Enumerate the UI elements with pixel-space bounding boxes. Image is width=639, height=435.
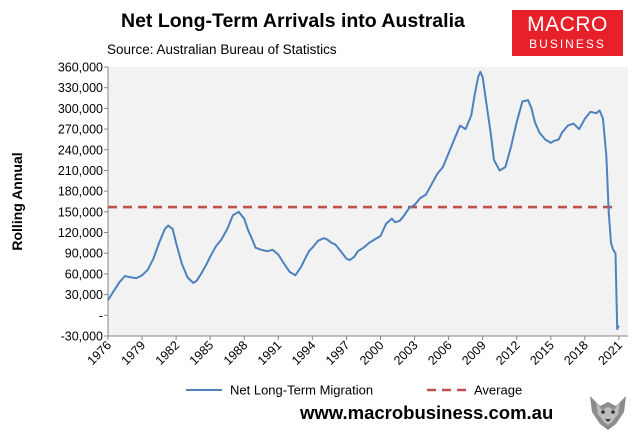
plot-area xyxy=(108,67,628,336)
y-tick-label: 210,000 xyxy=(58,164,103,178)
y-tick-label: -30,000 xyxy=(61,330,103,344)
series-layer xyxy=(107,70,620,331)
x-tick-label: 2009 xyxy=(459,338,489,368)
chart-title: Net Long-Term Arrivals into Australia xyxy=(121,10,465,32)
y-tick-label: 150,000 xyxy=(58,205,103,219)
y-tick-label: 60,000 xyxy=(65,267,103,281)
wolf-logo-icon xyxy=(586,390,630,432)
y-tick-label: 30,000 xyxy=(65,288,103,302)
x-tick-label: 1988 xyxy=(221,338,251,368)
logo-line2: BUSINESS xyxy=(529,37,606,51)
x-tick-label: 1991 xyxy=(255,338,285,368)
y-tick-label: 360,000 xyxy=(58,61,103,75)
axes xyxy=(104,66,628,340)
x-tick-label: 1985 xyxy=(187,338,217,368)
x-tick-label: 1982 xyxy=(153,338,183,368)
y-tick-label: 180,000 xyxy=(58,185,103,199)
y-tick-label: 330,000 xyxy=(58,81,103,95)
x-tick-label: 2018 xyxy=(561,338,591,368)
legend-label-migration: Net Long-Term Migration xyxy=(230,383,373,398)
y-tick-label: 270,000 xyxy=(58,123,103,137)
y-tick-label: 300,000 xyxy=(58,102,103,116)
legend-label-average: Average xyxy=(474,383,522,398)
y-tick-label: - xyxy=(99,309,103,323)
macrobusiness-logo: MACRO BUSINESS xyxy=(512,10,623,56)
x-tick-label: 1994 xyxy=(289,338,319,368)
x-tick-label: 2021 xyxy=(595,338,625,368)
y-tick-label: 120,000 xyxy=(58,226,103,240)
x-tick-label: 2006 xyxy=(425,338,455,368)
x-tick-label: 2000 xyxy=(357,338,387,368)
x-tick-label: 2015 xyxy=(527,338,557,368)
legend: Net Long-Term Migration Average xyxy=(186,383,522,398)
y-tick-label: 90,000 xyxy=(65,247,103,261)
x-tick-label: 2003 xyxy=(391,338,421,368)
logo-line1: MACRO xyxy=(527,13,608,36)
y-axis-title: Rolling Annual xyxy=(9,152,25,250)
y-tick-label: 240,000 xyxy=(58,143,103,157)
series-line-migration xyxy=(107,70,620,331)
chart-subtitle: Source: Australian Bureau of Statistics xyxy=(107,42,337,57)
x-tick-label: 2012 xyxy=(493,338,523,368)
x-tick-label: 1997 xyxy=(323,338,353,368)
website-url: www.macrobusiness.com.au xyxy=(300,402,554,423)
x-tick-label: 1979 xyxy=(119,338,149,368)
tick-labels: -30,000-30,00060,00090,000120,000150,000… xyxy=(9,61,625,368)
